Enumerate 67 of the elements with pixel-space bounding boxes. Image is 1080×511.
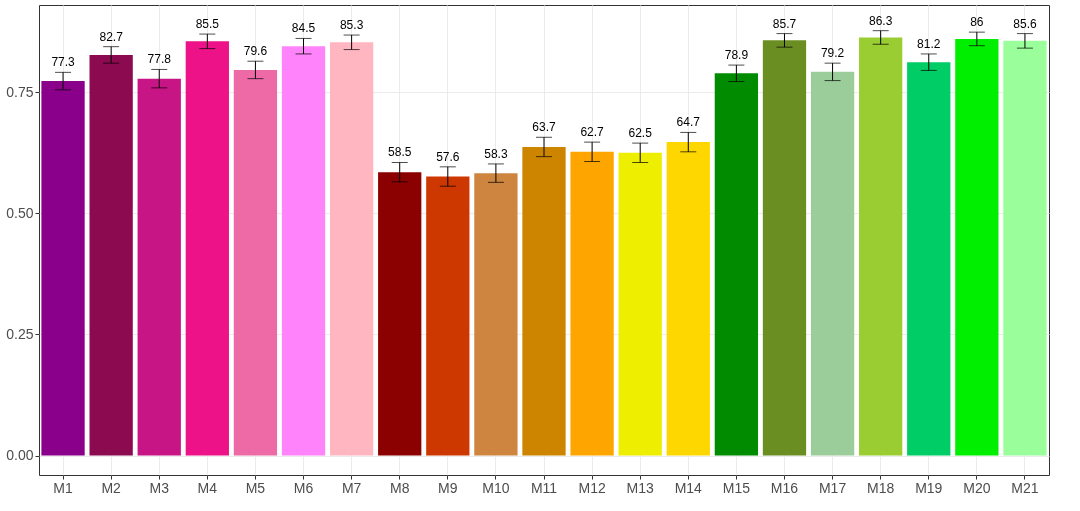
annotation: 79.2: [820, 46, 845, 61]
x-tick-label: M13: [626, 479, 655, 496]
x-tick-label: M17: [818, 479, 847, 496]
x-tick-label: M11: [530, 479, 558, 496]
x-tick-label: M14: [674, 479, 703, 496]
x-tick-label: M19: [915, 479, 943, 496]
annotation: 62.5: [628, 126, 653, 141]
annotation: 82.7: [99, 29, 124, 44]
bar: [570, 151, 614, 456]
x-tick-label: M18: [867, 479, 895, 496]
bar: [233, 69, 278, 456]
bar: [907, 62, 951, 456]
annotation: 77.3: [51, 55, 76, 70]
bar: [89, 54, 133, 456]
annotation: 57.6: [436, 149, 460, 164]
x-tick-label: M7: [341, 479, 362, 496]
annotation: 85.3: [339, 18, 364, 33]
bar: [714, 73, 759, 456]
x-tick-label: M15: [722, 479, 751, 496]
x-tick-label: M8: [389, 479, 410, 496]
y-tick-label: 0.25: [6, 325, 34, 342]
x-tick-label: M3: [149, 479, 170, 496]
x-tick-label: M2: [101, 479, 122, 496]
x-tick-label: M20: [963, 479, 991, 496]
bar: [859, 37, 903, 456]
bar: [1003, 40, 1047, 456]
annotation: 63.7: [532, 120, 556, 135]
annotation: 85.6: [1013, 16, 1037, 31]
y-tick-label: 0.75: [6, 83, 34, 100]
x-tick-label: M10: [482, 479, 510, 496]
annotation: 62.7: [580, 125, 605, 140]
x-tick-label: M6: [293, 479, 314, 496]
bar: [666, 142, 710, 456]
y-tick-label: 0.00: [6, 447, 34, 464]
annotation: 85.5: [195, 17, 220, 32]
bar: [955, 38, 999, 456]
bar: [378, 172, 422, 456]
x-tick-label: M16: [770, 479, 799, 496]
x-tick-label: M4: [197, 479, 218, 496]
bar: [762, 40, 807, 456]
annotation: 86.3: [868, 13, 893, 28]
annotation: 81.2: [917, 36, 941, 51]
x-tick-label: M21: [1011, 479, 1039, 496]
bar: [41, 81, 85, 456]
annotation: 86: [970, 15, 984, 30]
bar: [474, 173, 518, 456]
x-tick-label: M9: [438, 479, 458, 496]
bar: [281, 46, 326, 456]
y-tick-label: 0.50: [6, 204, 34, 221]
bar: [426, 176, 470, 456]
annotation: 85.7: [772, 16, 797, 31]
x-tick-label: M1: [53, 479, 73, 496]
bar: [522, 146, 566, 456]
bar: [137, 78, 181, 456]
annotation: 77.8: [147, 52, 172, 67]
annotation: 78.9: [724, 48, 749, 63]
x-tick-label: M12: [578, 479, 606, 496]
bar: [185, 41, 229, 456]
bar: [618, 152, 662, 456]
annotation: 64.7: [676, 115, 701, 130]
x-tick-label: M5: [245, 479, 266, 496]
bar: [810, 71, 855, 456]
annotation: 58.3: [484, 146, 508, 161]
annotation: 84.5: [291, 21, 316, 36]
annotation: 79.6: [243, 44, 268, 59]
annotation: 58.5: [388, 145, 412, 160]
bar: [329, 42, 374, 456]
